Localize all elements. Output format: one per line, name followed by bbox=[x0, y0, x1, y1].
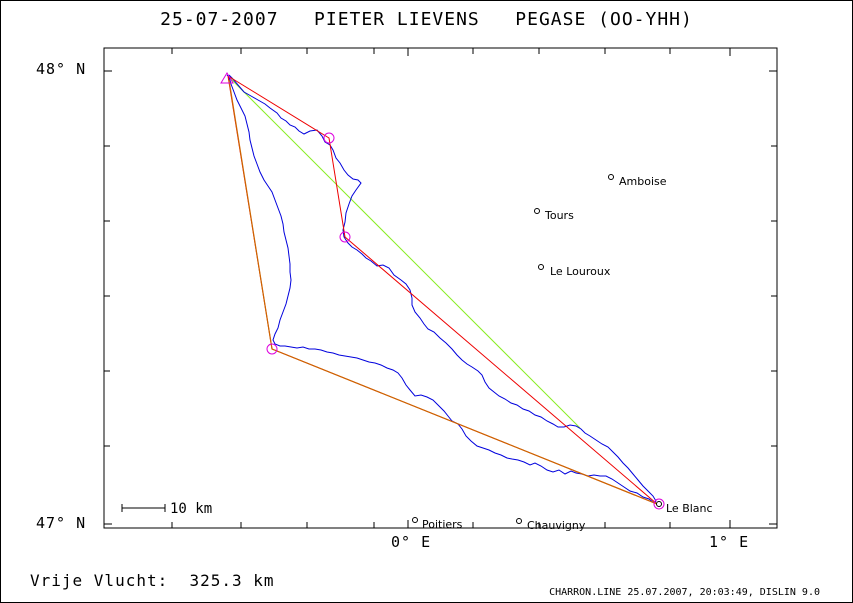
city-marker-le-louroux bbox=[538, 264, 544, 270]
scale-bar: 10 km bbox=[121, 501, 212, 517]
city-marker-tours bbox=[534, 208, 540, 214]
start-triangle bbox=[220, 72, 234, 84]
flight-title: 25-07-2007 PIETER LIEVENS PEGASE (OO-YHH… bbox=[0, 9, 853, 30]
turnpoint-3 bbox=[653, 498, 665, 510]
lon-ticks bbox=[171, 48, 731, 528]
city-label-chauvigny: Chauvigny bbox=[527, 519, 586, 532]
city-marker-amboise bbox=[608, 174, 614, 180]
free-flight-distance: Vrije Vlucht: 325.3 km bbox=[30, 571, 275, 590]
flight-date: 25-07-2007 bbox=[160, 9, 279, 30]
turnpoint-1 bbox=[323, 132, 335, 144]
plot-area bbox=[103, 47, 778, 529]
distance-label: Vrije Vlucht: bbox=[30, 571, 169, 590]
glider-name: PEGASE (OO-YHH) bbox=[515, 9, 693, 30]
pilot-name: PIETER LIEVENS bbox=[314, 9, 480, 30]
city-label-le-louroux: Le Louroux bbox=[550, 265, 611, 278]
lat-label-47: 47° N bbox=[36, 514, 87, 532]
city-label-tours: Tours bbox=[544, 209, 574, 222]
scale-bar-label: 10 km bbox=[170, 501, 212, 517]
city-markers bbox=[412, 174, 662, 524]
lon-label-1: 1° E bbox=[709, 533, 750, 551]
turnpoint-2 bbox=[339, 231, 351, 243]
city-label-amboise: Amboise bbox=[619, 175, 667, 188]
city-marker-chauvigny bbox=[516, 518, 522, 524]
lon-label-0: 0° E bbox=[391, 533, 432, 551]
turnpoints bbox=[220, 72, 665, 510]
city-label-poitiers: Poitiers bbox=[422, 518, 463, 531]
lat-ticks bbox=[104, 70, 777, 525]
city-labels: Amboise Tours Le Louroux Le Blanc Poitie… bbox=[422, 175, 713, 532]
distance-value: 325.3 km bbox=[189, 571, 275, 590]
closing-line bbox=[227, 75, 581, 429]
city-label-le-blanc: Le Blanc bbox=[666, 502, 713, 515]
city-marker-le-blanc bbox=[656, 501, 662, 507]
route-baseline bbox=[228, 79, 658, 505]
lat-label-48: 48° N bbox=[36, 60, 87, 78]
city-marker-poitiers bbox=[412, 517, 418, 523]
turnpoint-4 bbox=[266, 343, 278, 355]
footer-info: CHARRON.LINE 25.07.2007, 20:03:49, DISLI… bbox=[549, 587, 820, 598]
